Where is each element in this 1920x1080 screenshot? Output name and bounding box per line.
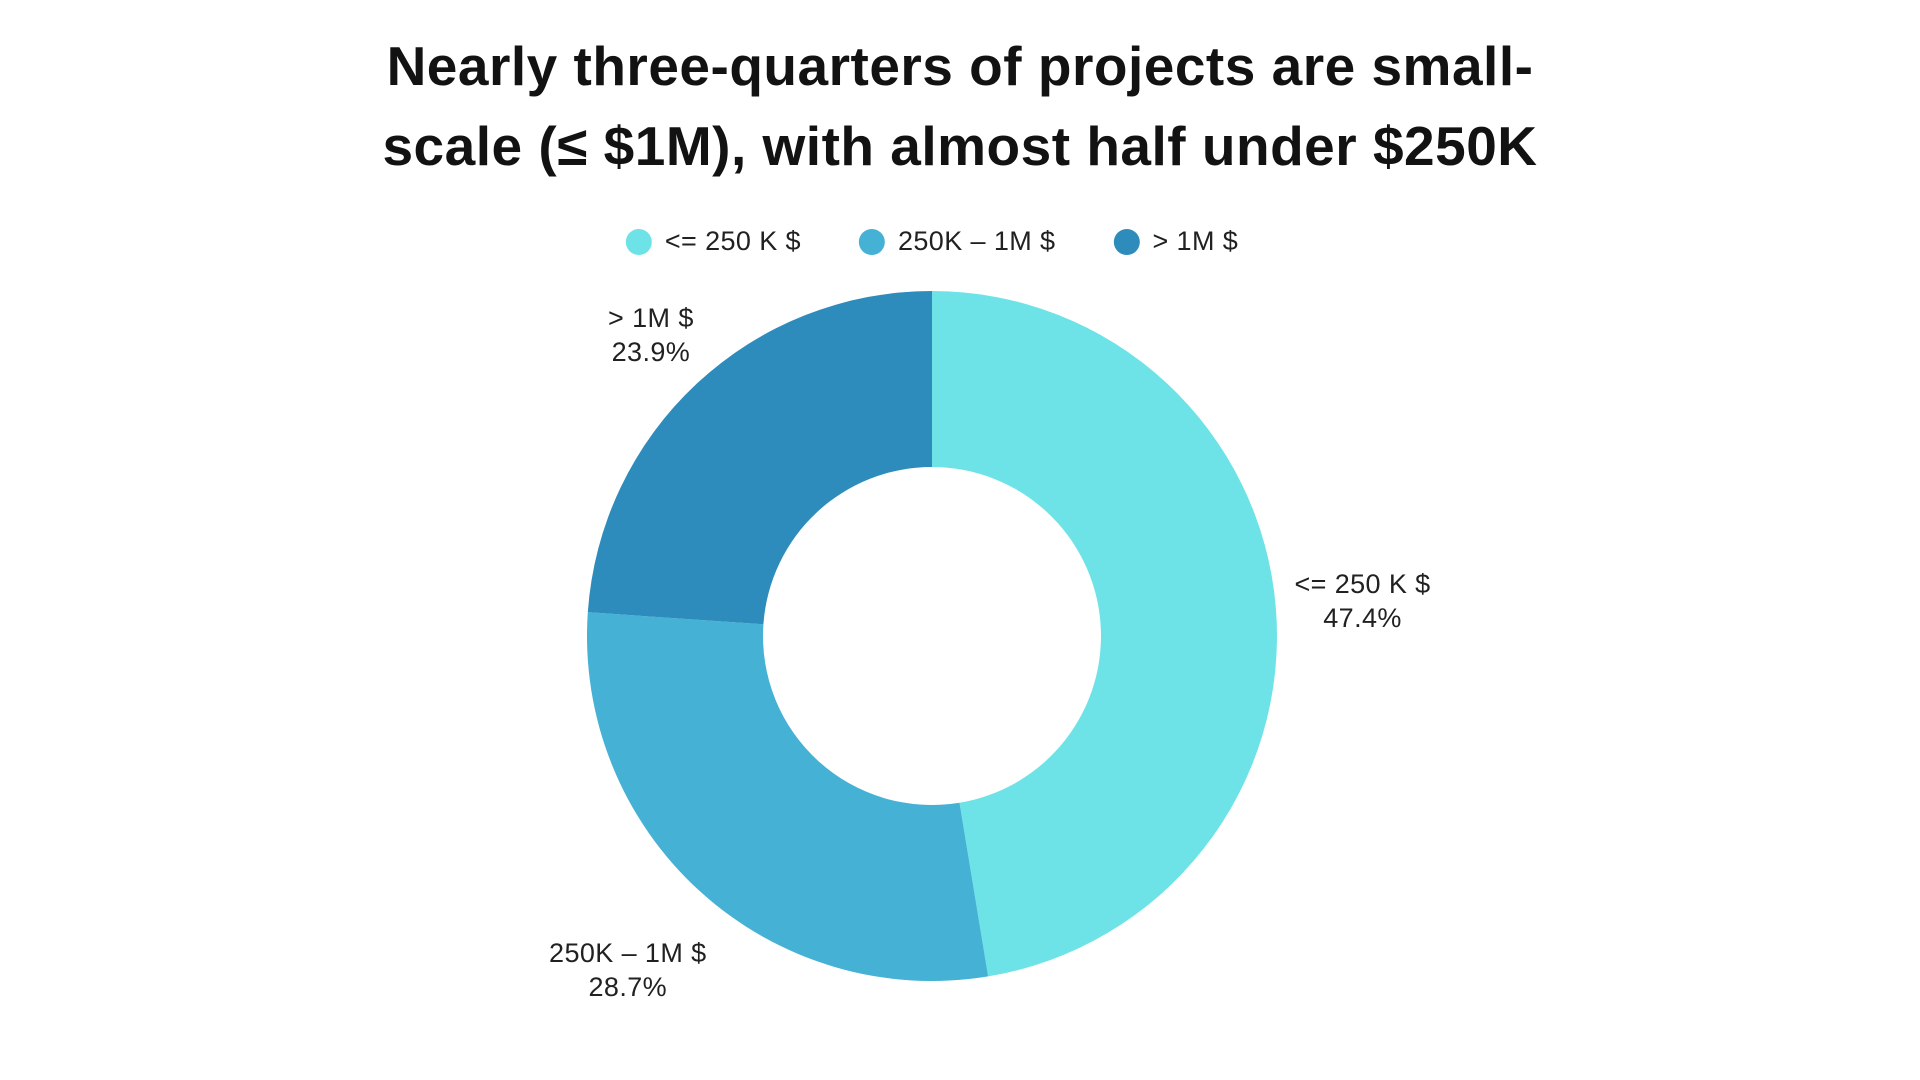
slice-label-250k-1m-name: 250K – 1M $ [549,938,707,969]
donut-slice-2[interactable] [587,291,932,625]
slice-label-under-250k-percent: 47.4% [1323,602,1402,633]
legend-label-under-250k: <= 250 K $ [664,226,801,256]
donut-slice-0[interactable] [932,291,1278,977]
legend-item-over-1m[interactable]: > 1M $ [1113,226,1238,257]
legend-swatch-over-1m-icon [1113,228,1140,255]
chart-title: Nearly three-quarters of projects are sm… [0,26,1920,186]
slice-label-over-1m-percent: 23.9% [611,336,691,367]
chart-title-line1: Nearly three-quarters of projects are sm… [386,35,1534,97]
legend-swatch-250k-1m-icon [858,228,885,255]
legend-item-250k-1m[interactable]: 250K – 1M $ [858,226,1056,257]
slice-label-250k-1m: 250K – 1M $ 28.7% [549,936,707,1004]
legend-item-under-250k[interactable]: <= 250 K $ [625,226,801,257]
legend-label-over-1m: > 1M $ [1152,226,1239,256]
slice-label-over-1m-name: > 1M $ [608,302,694,333]
slice-label-over-1m: > 1M $ 23.9% [608,301,694,369]
legend: <= 250 K $ 250K – 1M $ > 1M $ [625,226,1238,257]
chart-title-line2: scale (≤ $1M), with almost half under $2… [382,115,1538,177]
slice-label-under-250k: <= 250 K $ 47.4% [1294,567,1430,635]
legend-label-250k-1m: 250K – 1M $ [897,226,1056,256]
donut-slice-1[interactable] [586,612,989,981]
slice-label-under-250k-name: <= 250 K $ [1294,568,1431,599]
legend-swatch-under-250k-icon [625,228,652,255]
slice-label-250k-1m-percent: 28.7% [588,972,668,1003]
